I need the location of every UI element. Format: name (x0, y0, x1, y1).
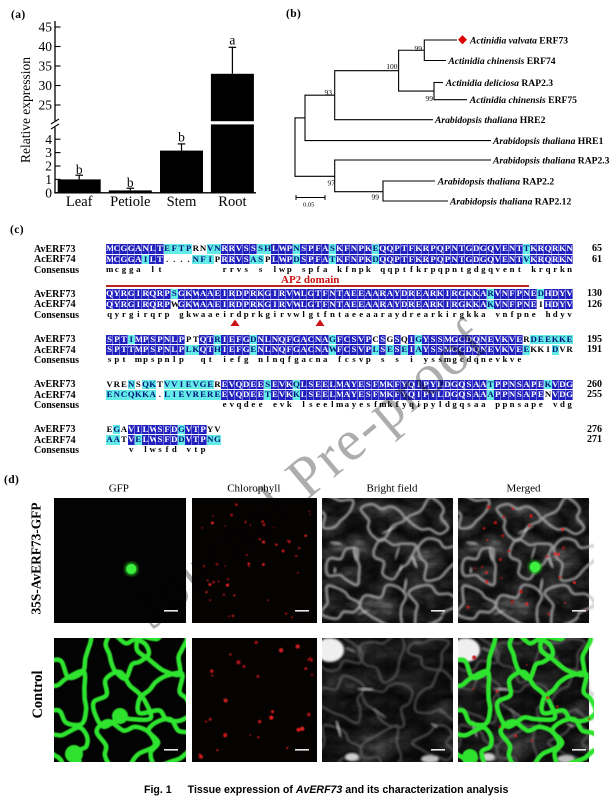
svg-text:20 µm: 20 µm (297, 752, 308, 757)
svg-text:Stem: Stem (167, 194, 198, 210)
svg-text:0.05: 0.05 (303, 202, 314, 209)
svg-text:Leaf: Leaf (66, 194, 93, 210)
svg-text:20 µm: 20 µm (574, 752, 585, 757)
svg-text:97: 97 (328, 179, 336, 188)
svg-text:20 µm: 20 µm (166, 752, 177, 757)
svg-text:20 µm: 20 µm (297, 613, 308, 618)
svg-text:Control: Control (30, 670, 46, 718)
svg-text:93: 93 (325, 88, 333, 97)
svg-text:Actinidia valvata ERF73: Actinidia valvata ERF73 (469, 35, 568, 46)
svg-text:99: 99 (426, 94, 434, 103)
svg-text:Root: Root (218, 194, 246, 210)
svg-text:GFP: GFP (109, 483, 129, 495)
svg-text:a: a (229, 33, 235, 48)
svg-text:Merged: Merged (506, 483, 541, 495)
svg-text:Actinidia chinensis ERF74: Actinidia chinensis ERF74 (447, 56, 555, 67)
svg-text:0: 0 (45, 185, 52, 200)
svg-text:b: b (178, 130, 185, 145)
svg-text:Arabidopsis thaliana HRE2: Arabidopsis thaliana HRE2 (434, 115, 546, 126)
svg-text:30: 30 (39, 78, 53, 93)
svg-text:25: 25 (39, 98, 53, 113)
svg-text:1: 1 (45, 172, 52, 187)
svg-text:Arabidopsis thaliana RAP2.2: Arabidopsis thaliana RAP2.2 (437, 176, 555, 187)
svg-text:b: b (127, 175, 134, 190)
svg-text:Actinidia deliciosa RAP2.3: Actinidia deliciosa RAP2.3 (445, 78, 554, 89)
svg-text:20 µm: 20 µm (433, 752, 444, 757)
svg-text:Petiole: Petiole (110, 194, 150, 210)
svg-text:99: 99 (415, 44, 423, 53)
svg-text:Arabidopsis thaliana HRE1: Arabidopsis thaliana HRE1 (492, 136, 604, 147)
svg-text:99: 99 (372, 193, 380, 202)
svg-text:20 µm: 20 µm (166, 613, 177, 618)
svg-text:40: 40 (39, 39, 53, 54)
svg-text:Actinidia chinensis ERF75: Actinidia chinensis ERF75 (469, 95, 577, 106)
svg-text:100: 100 (386, 62, 398, 71)
svg-text:Relative expression: Relative expression (18, 57, 33, 163)
svg-text:45: 45 (39, 20, 53, 35)
svg-text:20 µm: 20 µm (433, 613, 444, 618)
svg-text:Bright field: Bright field (366, 483, 418, 495)
svg-text:35S-AvERF73-GFP: 35S-AvERF73-GFP (29, 502, 44, 614)
svg-text:Arabidopsis thaliana RAP2.12: Arabidopsis thaliana RAP2.12 (449, 196, 571, 207)
svg-text:3: 3 (45, 145, 52, 160)
svg-text:Arabidopsis thaliana RAP2.3: Arabidopsis thaliana RAP2.3 (492, 155, 610, 166)
svg-text:35: 35 (39, 59, 53, 74)
svg-text:4: 4 (45, 132, 52, 147)
svg-text:20 µm: 20 µm (574, 613, 585, 618)
svg-text:Chlorophyll: Chlorophyll (227, 483, 280, 495)
svg-text:2: 2 (45, 159, 52, 174)
svg-text:b: b (76, 162, 83, 177)
